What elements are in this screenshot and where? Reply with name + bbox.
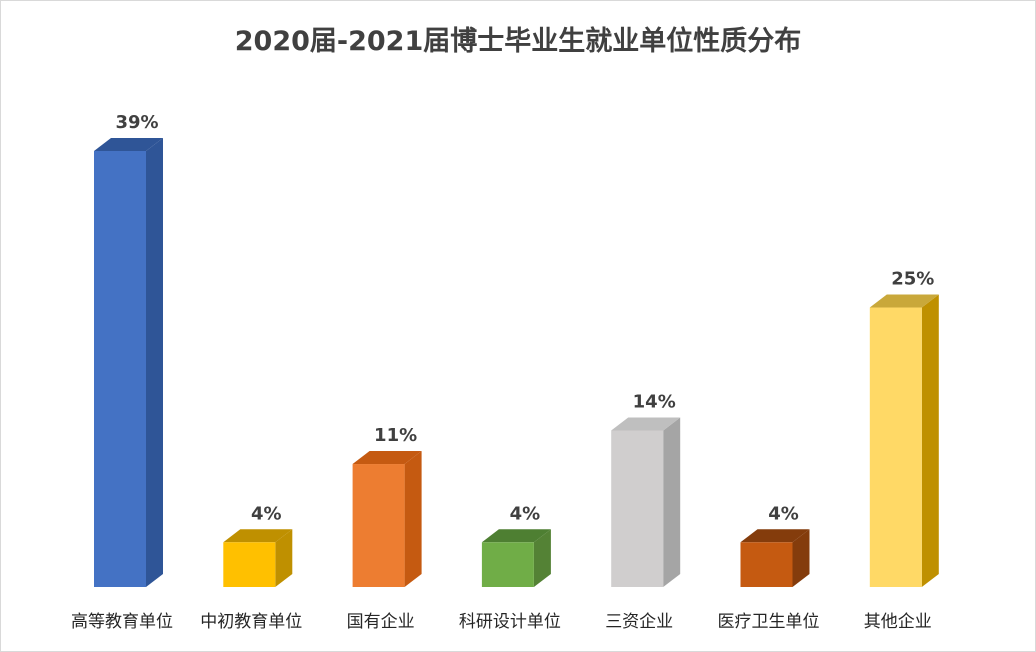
chart-title: 2020届-2021届博士毕业生就业单位性质分布 — [234, 26, 802, 57]
bar-side — [792, 529, 810, 587]
data-label: 4% — [510, 503, 541, 524]
x-tick-label: 医疗卫生单位 — [718, 612, 820, 632]
bar-front — [869, 307, 922, 587]
data-label: 11% — [374, 425, 417, 446]
data-label: 39% — [115, 112, 158, 133]
bar-side — [533, 529, 551, 587]
data-label: 4% — [251, 503, 282, 524]
x-tick-label: 三资企业 — [605, 612, 673, 632]
bar-top — [869, 294, 939, 308]
bar-side — [275, 529, 293, 587]
bar-top — [611, 417, 681, 431]
x-tick-label: 其他企业 — [864, 612, 932, 632]
bar-6: 4% 医疗卫生单位 — [718, 503, 820, 632]
bar-4: 4% 科研设计单位 — [459, 503, 561, 632]
data-label: 25% — [891, 269, 934, 290]
bar-side — [404, 451, 422, 587]
bar-front — [481, 542, 534, 587]
bar-side — [146, 138, 163, 587]
x-tick-label: 高等教育单位 — [71, 612, 173, 632]
bar-front — [223, 542, 276, 587]
bar-2: 4% 中初教育单位 — [200, 503, 302, 632]
x-tick-label: 科研设计单位 — [459, 612, 561, 632]
data-label: 4% — [768, 503, 799, 524]
bar-top — [352, 451, 422, 465]
bar-side — [663, 417, 681, 587]
x-tick-label: 中初教育单位 — [200, 612, 302, 632]
bar-top — [740, 529, 810, 543]
bar-5: 14% 三资企业 — [605, 391, 681, 632]
bar-top — [481, 529, 551, 543]
bar-front — [611, 430, 664, 587]
bar-7: 25% 其他企业 — [864, 269, 939, 632]
bar-top — [223, 529, 293, 543]
bar-top — [94, 138, 163, 151]
bar-front — [352, 464, 405, 587]
bar-side — [921, 294, 939, 587]
bar-1: 39% 高等教育单位 — [71, 112, 173, 632]
bar-front — [740, 542, 793, 587]
x-tick-label: 国有企业 — [347, 612, 415, 632]
data-label: 14% — [633, 391, 676, 412]
bar-3: 11% 国有企业 — [347, 425, 422, 632]
bar-front — [94, 151, 146, 587]
